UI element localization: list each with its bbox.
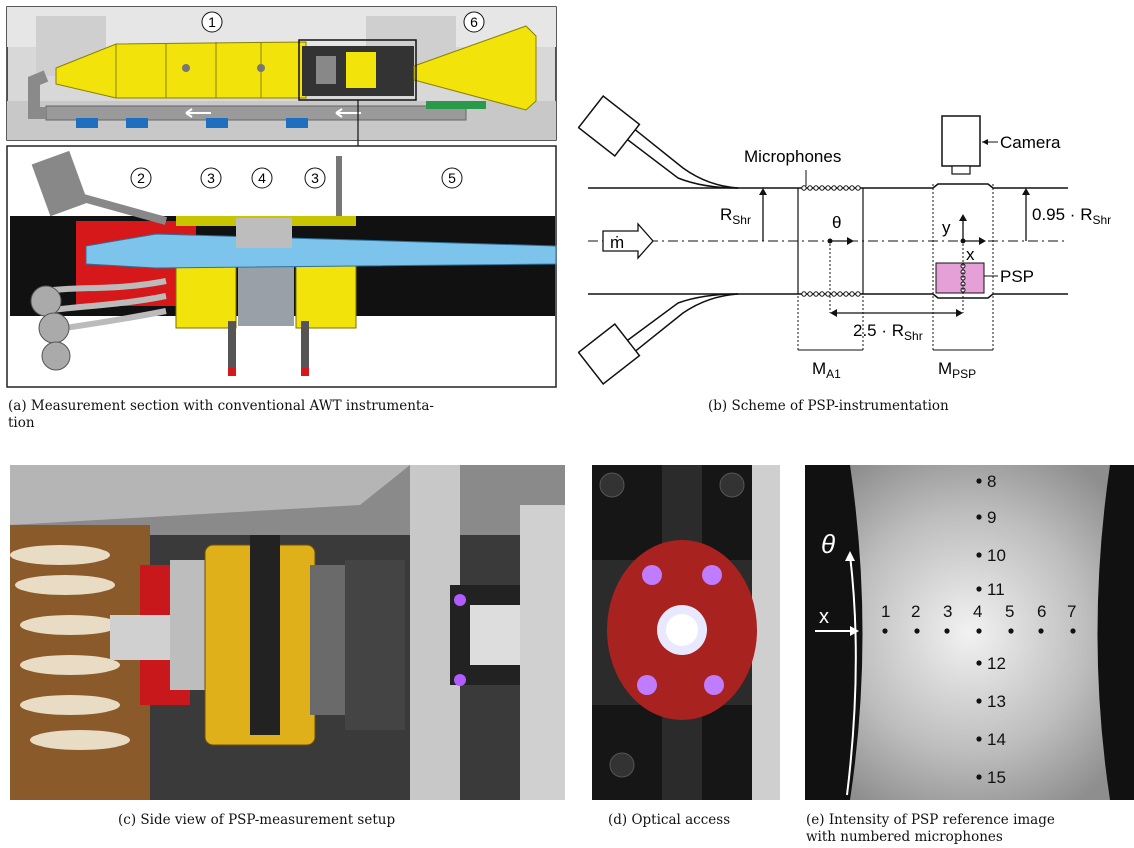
mic-8: 8 <box>987 472 996 491</box>
psp-label: PSP <box>1000 267 1034 286</box>
marker-3b: 3 <box>311 170 319 186</box>
mic-10: 10 <box>987 546 1006 565</box>
marker-2: 2 <box>137 170 145 186</box>
mic-15: 15 <box>987 768 1006 787</box>
r-shr-label: R <box>720 205 732 224</box>
mic-6: 6 <box>1037 602 1046 621</box>
panel-d-photo <box>592 465 780 800</box>
awt-illustration: 1 6 2 3 4 3 5 <box>6 6 557 388</box>
marker-4: 4 <box>258 170 266 186</box>
microphones-label: Microphones <box>744 147 841 166</box>
mic-9: 9 <box>987 508 996 527</box>
mic-1: 1 <box>881 602 890 621</box>
camera-label: Camera <box>1000 133 1061 152</box>
ma1-sub: A1 <box>826 367 841 381</box>
marker-6: 6 <box>470 14 478 30</box>
mic-5: 5 <box>1005 602 1014 621</box>
r095-sub: Shr <box>1092 213 1111 227</box>
marker-5: 5 <box>448 170 456 186</box>
y-axis-label: y <box>942 218 951 237</box>
caption-d: (d) Optical access <box>608 812 731 828</box>
svg-text:RShr: RShr <box>720 205 751 227</box>
optical-access-photo <box>592 465 780 800</box>
dist-sub: Shr <box>904 329 923 343</box>
psp-intensity-image: θ x 1 2 3 4 5 6 7 8 9 10 <box>805 465 1134 800</box>
x-axis-label: x <box>966 245 975 264</box>
side-view-photo <box>10 465 565 800</box>
mic-11: 11 <box>987 580 1005 599</box>
caption-b: (b) Scheme of PSP-instrumentation <box>708 398 949 414</box>
svg-text:MA1: MA1 <box>812 359 841 381</box>
mpsp-sub: PSP <box>952 367 976 381</box>
mic-4: 4 <box>973 602 982 621</box>
mic-2: 2 <box>911 602 920 621</box>
svg-text:MPSP: MPSP <box>938 359 976 381</box>
caption-a: (a) Measurement section with conventiona… <box>8 398 434 431</box>
svg-text:2.5 · RShr: 2.5 · RShr <box>853 321 923 343</box>
r095-label: 0.95 · R <box>1032 205 1092 224</box>
panel-c-photo <box>10 465 565 800</box>
panel-b: Camera Microphones RShr ṁ θ y x 0.95 · R… <box>577 88 1130 388</box>
panel-e-image: θ x 1 2 3 4 5 6 7 8 9 10 <box>805 465 1134 800</box>
theta-label: θ <box>832 213 841 232</box>
mic-14: 14 <box>987 730 1006 749</box>
mic-row-top <box>801 185 861 191</box>
mic-7: 7 <box>1067 602 1076 621</box>
svg-text:0.95 · RShr: 0.95 · RShr <box>1032 205 1111 227</box>
mic-13: 13 <box>987 692 1006 711</box>
marker-3a: 3 <box>207 170 215 186</box>
mic-12: 12 <box>987 654 1006 673</box>
x-axis-label-e: x <box>819 606 829 628</box>
panel-a: 1 6 2 3 4 3 5 <box>6 6 558 388</box>
caption-c: (c) Side view of PSP-measurement setup <box>118 812 396 828</box>
mic-row-bottom <box>801 291 861 297</box>
dist-label: 2.5 · R <box>853 321 904 340</box>
theta-axis-label: θ <box>821 529 835 559</box>
mdot-label: ṁ <box>610 233 624 252</box>
r-shr-sub: Shr <box>732 213 751 227</box>
marker-1: 1 <box>208 14 216 30</box>
mpsp-label: M <box>938 359 952 378</box>
mic-3: 3 <box>943 602 952 621</box>
ma1-label: M <box>812 359 826 378</box>
caption-e: (e) Intensity of PSP reference image wit… <box>806 812 1055 845</box>
psp-scheme: Camera Microphones RShr ṁ θ y x 0.95 · R… <box>577 95 1111 385</box>
